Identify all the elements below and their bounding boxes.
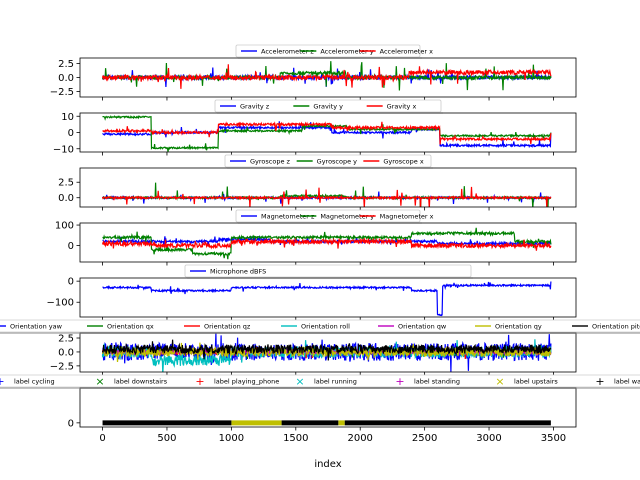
series-line-2 [102,227,552,260]
y-tick-label: 0.0 [58,193,74,204]
legend-label: Orientation roll [301,323,350,331]
legend-marker: + [0,375,5,388]
legend-label: Orientation qy [495,323,542,331]
plot-area [101,227,552,260]
legend-label: label cycling [14,378,55,386]
subplot-1: −2.5 0.0 2.5 Accelerometer z Accelerometer y… [50,44,577,101]
subplot-2: −10 0 10 Gravity z Gravity y Gravity x [53,99,577,156]
y-tick-label: 0 [68,128,74,139]
legend-marker: + [395,375,404,388]
series-line-3 [102,121,552,145]
plot-area [102,115,552,152]
legend-label: Magnetometer y [320,213,374,221]
legend: Orientation yaw Orientation qx Orientation… [0,319,640,334]
subplot-3: 0.0 2.5 Gyroscope z Gyroscope y Gyroscope x [58,154,577,211]
legend-label: label running [314,378,357,386]
legend-marker: + [595,375,604,388]
legend: Gyroscope z Gyroscope y Gyroscope x [224,154,433,169]
legend-label: Gravity y [313,103,343,111]
legend-label: Accelerometer z [261,48,314,56]
x-tick-label: 500 [157,433,176,444]
legend-label: Gravity z [240,103,270,111]
subplots: −2.5 0.0 2.5 Accelerometer z Accelerometer y… [0,44,640,444]
y-tick-label: −10 [53,144,74,155]
x-axis-label: index [314,459,341,470]
legend-label: label playing_phone [214,378,279,386]
legend-label: Gyroscope x [383,158,424,166]
legend: Magnetometer z Magnetometer y Magnetometer… [235,209,434,224]
y-tick-label: 2.5 [58,178,74,189]
legend-label: Gyroscope z [250,158,291,166]
legend: + label cycling × label downstairs + label pl… [0,374,640,389]
y-tick-label: 0 [68,418,74,429]
subplot-5: −100 0 Microphone dBFS [47,264,577,321]
series-line-3 [101,64,552,89]
legend-label: label walking [614,378,640,386]
legend-label: Magnetometer z [261,213,315,221]
legend-label: Orientation qw [398,323,447,331]
series-line-3 [101,186,552,207]
y-tick-label: 100 [55,221,74,232]
legend: Gravity z Gravity y Gravity x [214,99,443,114]
plot-area [101,182,552,207]
legend: Microphone dBFS [184,264,473,279]
legend-label: Orientation qz [204,323,251,331]
plot-area [101,61,552,91]
x-tick-label: 2500 [412,433,437,444]
x-tick-label: 1000 [219,433,244,444]
series-line-2 [102,115,552,152]
legend-label: label standing [414,378,460,386]
x-tick-label: 3000 [476,433,501,444]
x-tick-label: 0 [99,433,105,444]
y-tick-label: 2.5 [58,59,74,70]
y-tick-label: 0 [68,277,74,288]
series-line-1 [102,281,552,317]
x-tick-label: 2000 [347,433,372,444]
legend-marker: × [95,375,104,388]
plot-area [102,281,552,317]
x-tick-label: 1500 [283,433,308,444]
legend-label: Gravity x [387,103,417,111]
legend-label: label downstairs [114,378,168,386]
y-tick-label: 10 [61,112,74,123]
y-tick-label: 2.5 [58,334,74,345]
subplot-7: 0 0 500 1000 1500 2000 2500 3000 3500 + label cycl… [0,374,640,444]
legend-label: Magnetometer x [380,213,434,221]
legend-label: Accelerometer x [380,48,433,56]
y-tick-label: −2.5 [50,361,74,372]
legend-marker: + [195,375,204,388]
y-tick-label: 0.0 [58,347,74,358]
series-line-7 [101,339,552,361]
series-line-3 [101,237,552,251]
legend-label: Gyroscope y [317,158,358,166]
legend-label: Accelerometer y [320,48,373,56]
plot-area [101,333,552,372]
y-tick-label: −100 [47,298,74,309]
legend-marker: × [295,375,304,388]
legend-label: Orientation pitch [592,323,640,331]
legend-label: Orientation qx [107,323,154,331]
y-tick-label: 0.0 [58,73,74,84]
x-tick-label: 3500 [541,433,566,444]
legend-label: Microphone dBFS [210,268,266,276]
legend-label: Orientation yaw [10,323,63,331]
series-line-1 [101,333,552,372]
legend-marker: × [495,375,504,388]
legend: Accelerometer z Accelerometer y Accelerome… [235,44,433,59]
y-tick-label: −2.5 [50,87,74,98]
legend-label: label upstairs [514,378,558,386]
y-tick-label: 0 [68,241,74,252]
